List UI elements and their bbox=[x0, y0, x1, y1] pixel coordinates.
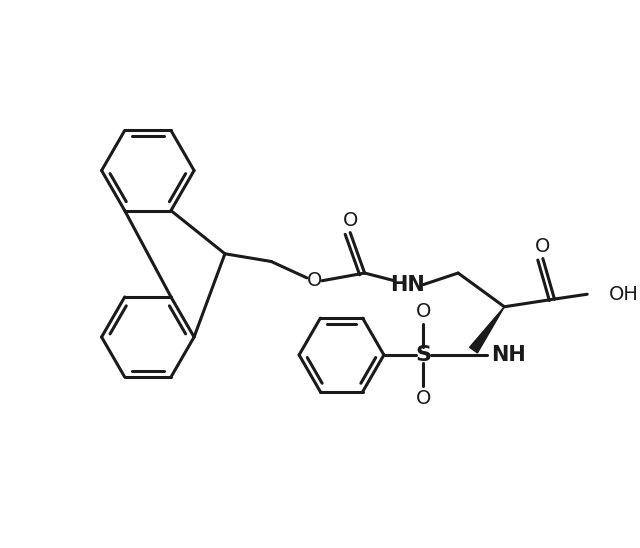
Text: HN: HN bbox=[390, 275, 426, 295]
Text: O: O bbox=[535, 237, 550, 255]
Text: OH: OH bbox=[609, 285, 638, 304]
Polygon shape bbox=[470, 307, 504, 353]
Text: O: O bbox=[342, 210, 358, 230]
Text: NH: NH bbox=[491, 345, 525, 365]
Text: S: S bbox=[415, 345, 431, 365]
Text: O: O bbox=[307, 271, 322, 290]
Text: O: O bbox=[416, 389, 431, 408]
Text: O: O bbox=[416, 302, 431, 321]
